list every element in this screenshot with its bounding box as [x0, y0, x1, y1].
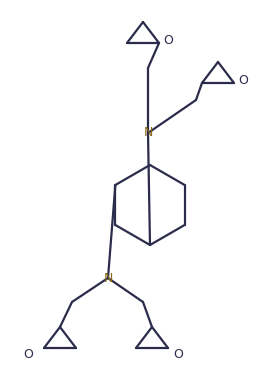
Text: O: O [23, 348, 33, 361]
Text: O: O [163, 34, 173, 47]
Text: O: O [173, 348, 183, 361]
Text: O: O [238, 73, 248, 86]
Text: N: N [143, 126, 153, 139]
Text: N: N [103, 272, 113, 285]
